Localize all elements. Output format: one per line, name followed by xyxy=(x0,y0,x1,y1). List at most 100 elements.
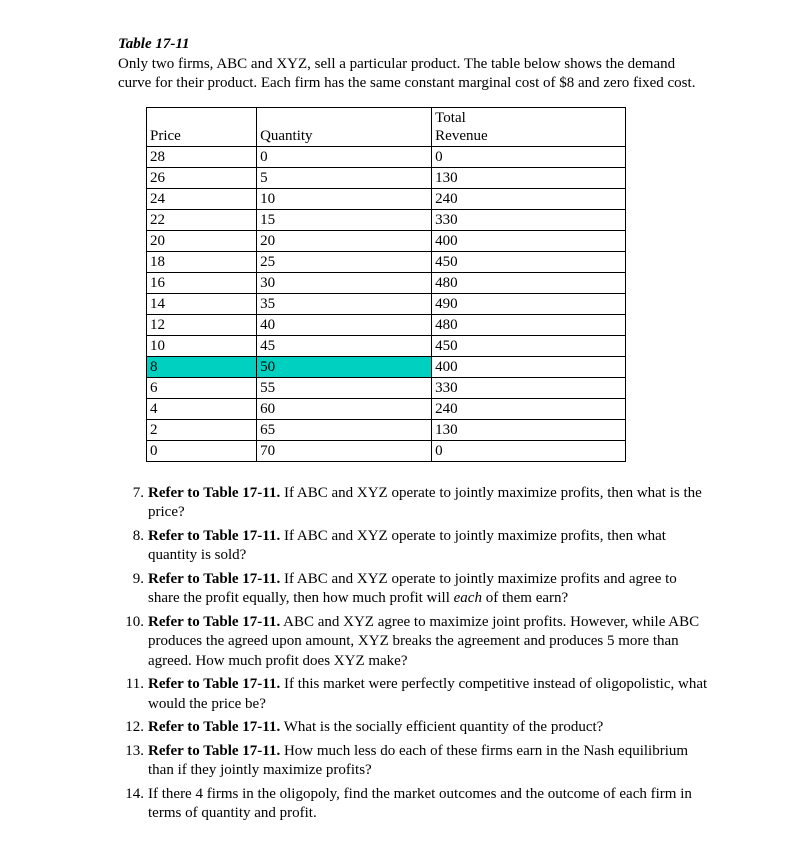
demand-table: Price Quantity Total Revenue 28002651302… xyxy=(146,107,626,462)
col-header-price: Price xyxy=(147,107,257,146)
cell-price: 14 xyxy=(147,293,257,314)
table-row: 1435490 xyxy=(147,293,626,314)
question-13: 13. Refer to Table 17-11. How much less … xyxy=(118,742,708,781)
intro-text: Only two firms, ABC and XYZ, sell a part… xyxy=(118,55,708,93)
table-row: 850400 xyxy=(147,356,626,377)
question-11: 11. Refer to Table 17-11. If this market… xyxy=(118,675,708,714)
qbody: Refer to Table 17-11. ABC and XYZ agree … xyxy=(148,613,708,672)
cell-quantity: 60 xyxy=(257,398,432,419)
qbody: Refer to Table 17-11. What is the social… xyxy=(148,718,708,738)
cell-quantity: 30 xyxy=(257,272,432,293)
cell-price: 2 xyxy=(147,419,257,440)
cell-revenue: 450 xyxy=(432,251,626,272)
cell-price: 4 xyxy=(147,398,257,419)
cell-price: 6 xyxy=(147,377,257,398)
cell-revenue: 130 xyxy=(432,167,626,188)
cell-price: 16 xyxy=(147,272,257,293)
cell-quantity: 50 xyxy=(257,356,432,377)
qbody: Refer to Table 17-11. If ABC and XYZ ope… xyxy=(148,570,708,609)
ref-label: Refer to Table 17-11. xyxy=(148,485,280,501)
cell-price: 24 xyxy=(147,188,257,209)
qnum: 7. xyxy=(118,484,148,504)
ref-label: Refer to Table 17-11. xyxy=(148,676,280,692)
table-row: 265130 xyxy=(147,167,626,188)
question-14: 14. If there 4 firms in the oligopoly, f… xyxy=(118,785,708,824)
cell-quantity: 70 xyxy=(257,440,432,461)
cell-revenue: 130 xyxy=(432,419,626,440)
qnum: 9. xyxy=(118,570,148,590)
table-row: 2215330 xyxy=(147,209,626,230)
qnum: 14. xyxy=(118,785,148,805)
cell-price: 18 xyxy=(147,251,257,272)
cell-quantity: 25 xyxy=(257,251,432,272)
qbody: If there 4 firms in the oligopoly, find … xyxy=(148,785,708,824)
cell-revenue: 450 xyxy=(432,335,626,356)
cell-quantity: 55 xyxy=(257,377,432,398)
ref-label: Refer to Table 17-11. xyxy=(148,743,280,759)
cell-revenue: 0 xyxy=(432,146,626,167)
cell-revenue: 330 xyxy=(432,377,626,398)
cell-quantity: 15 xyxy=(257,209,432,230)
question-10: 10. Refer to Table 17-11. ABC and XYZ ag… xyxy=(118,613,708,672)
table-row: 2410240 xyxy=(147,188,626,209)
table-row: 2020400 xyxy=(147,230,626,251)
cell-quantity: 45 xyxy=(257,335,432,356)
table-row: 460240 xyxy=(147,398,626,419)
qbody: Refer to Table 17-11. If this market wer… xyxy=(148,675,708,714)
cell-revenue: 490 xyxy=(432,293,626,314)
cell-price: 22 xyxy=(147,209,257,230)
question-list: 7. Refer to Table 17-11. If ABC and XYZ … xyxy=(118,484,708,824)
table-row: 1630480 xyxy=(147,272,626,293)
cell-price: 0 xyxy=(147,440,257,461)
cell-price: 26 xyxy=(147,167,257,188)
qtext: If there 4 firms in the oligopoly, find … xyxy=(148,786,692,822)
qnum: 12. xyxy=(118,718,148,738)
cell-revenue: 240 xyxy=(432,188,626,209)
question-12: 12. Refer to Table 17-11. What is the so… xyxy=(118,718,708,738)
qtext-post: of them earn? xyxy=(482,590,568,606)
question-9: 9. Refer to Table 17-11. If ABC and XYZ … xyxy=(118,570,708,609)
cell-revenue: 400 xyxy=(432,230,626,251)
cell-quantity: 0 xyxy=(257,146,432,167)
qnum: 11. xyxy=(118,675,148,695)
cell-price: 20 xyxy=(147,230,257,251)
table-row: 2800 xyxy=(147,146,626,167)
page: Table 17-11 Only two firms, ABC and XYZ,… xyxy=(0,0,794,868)
cell-revenue: 480 xyxy=(432,314,626,335)
ref-label: Refer to Table 17-11. xyxy=(148,528,280,544)
qtext-ital: each xyxy=(454,590,482,606)
table-row: 0700 xyxy=(147,440,626,461)
qbody: Refer to Table 17-11. If ABC and XYZ ope… xyxy=(148,484,708,523)
table-row: 1045450 xyxy=(147,335,626,356)
table-row: 655330 xyxy=(147,377,626,398)
cell-quantity: 5 xyxy=(257,167,432,188)
qnum: 8. xyxy=(118,527,148,547)
col-header-revenue-l2: Revenue xyxy=(435,128,487,144)
ref-label: Refer to Table 17-11. xyxy=(148,614,280,630)
cell-quantity: 40 xyxy=(257,314,432,335)
table-row: 265130 xyxy=(147,419,626,440)
table-row: 1825450 xyxy=(147,251,626,272)
cell-quantity: 10 xyxy=(257,188,432,209)
qnum: 13. xyxy=(118,742,148,762)
table-title: Table 17-11 xyxy=(118,36,708,53)
cell-price: 10 xyxy=(147,335,257,356)
qbody: Refer to Table 17-11. How much less do e… xyxy=(148,742,708,781)
table-row: 1240480 xyxy=(147,314,626,335)
table-header-row: Price Quantity Total Revenue xyxy=(147,107,626,146)
ref-label: Refer to Table 17-11. xyxy=(148,719,280,735)
cell-quantity: 65 xyxy=(257,419,432,440)
col-header-revenue-l1: Total xyxy=(435,110,466,126)
qbody: Refer to Table 17-11. If ABC and XYZ ope… xyxy=(148,527,708,566)
col-header-revenue: Total Revenue xyxy=(432,107,626,146)
cell-price: 8 xyxy=(147,356,257,377)
cell-revenue: 240 xyxy=(432,398,626,419)
question-7: 7. Refer to Table 17-11. If ABC and XYZ … xyxy=(118,484,708,523)
qnum: 10. xyxy=(118,613,148,633)
ref-label: Refer to Table 17-11. xyxy=(148,571,280,587)
cell-revenue: 330 xyxy=(432,209,626,230)
cell-price: 28 xyxy=(147,146,257,167)
col-header-quantity: Quantity xyxy=(257,107,432,146)
qtext: What is the socially efficient quantity … xyxy=(280,719,603,735)
cell-quantity: 35 xyxy=(257,293,432,314)
